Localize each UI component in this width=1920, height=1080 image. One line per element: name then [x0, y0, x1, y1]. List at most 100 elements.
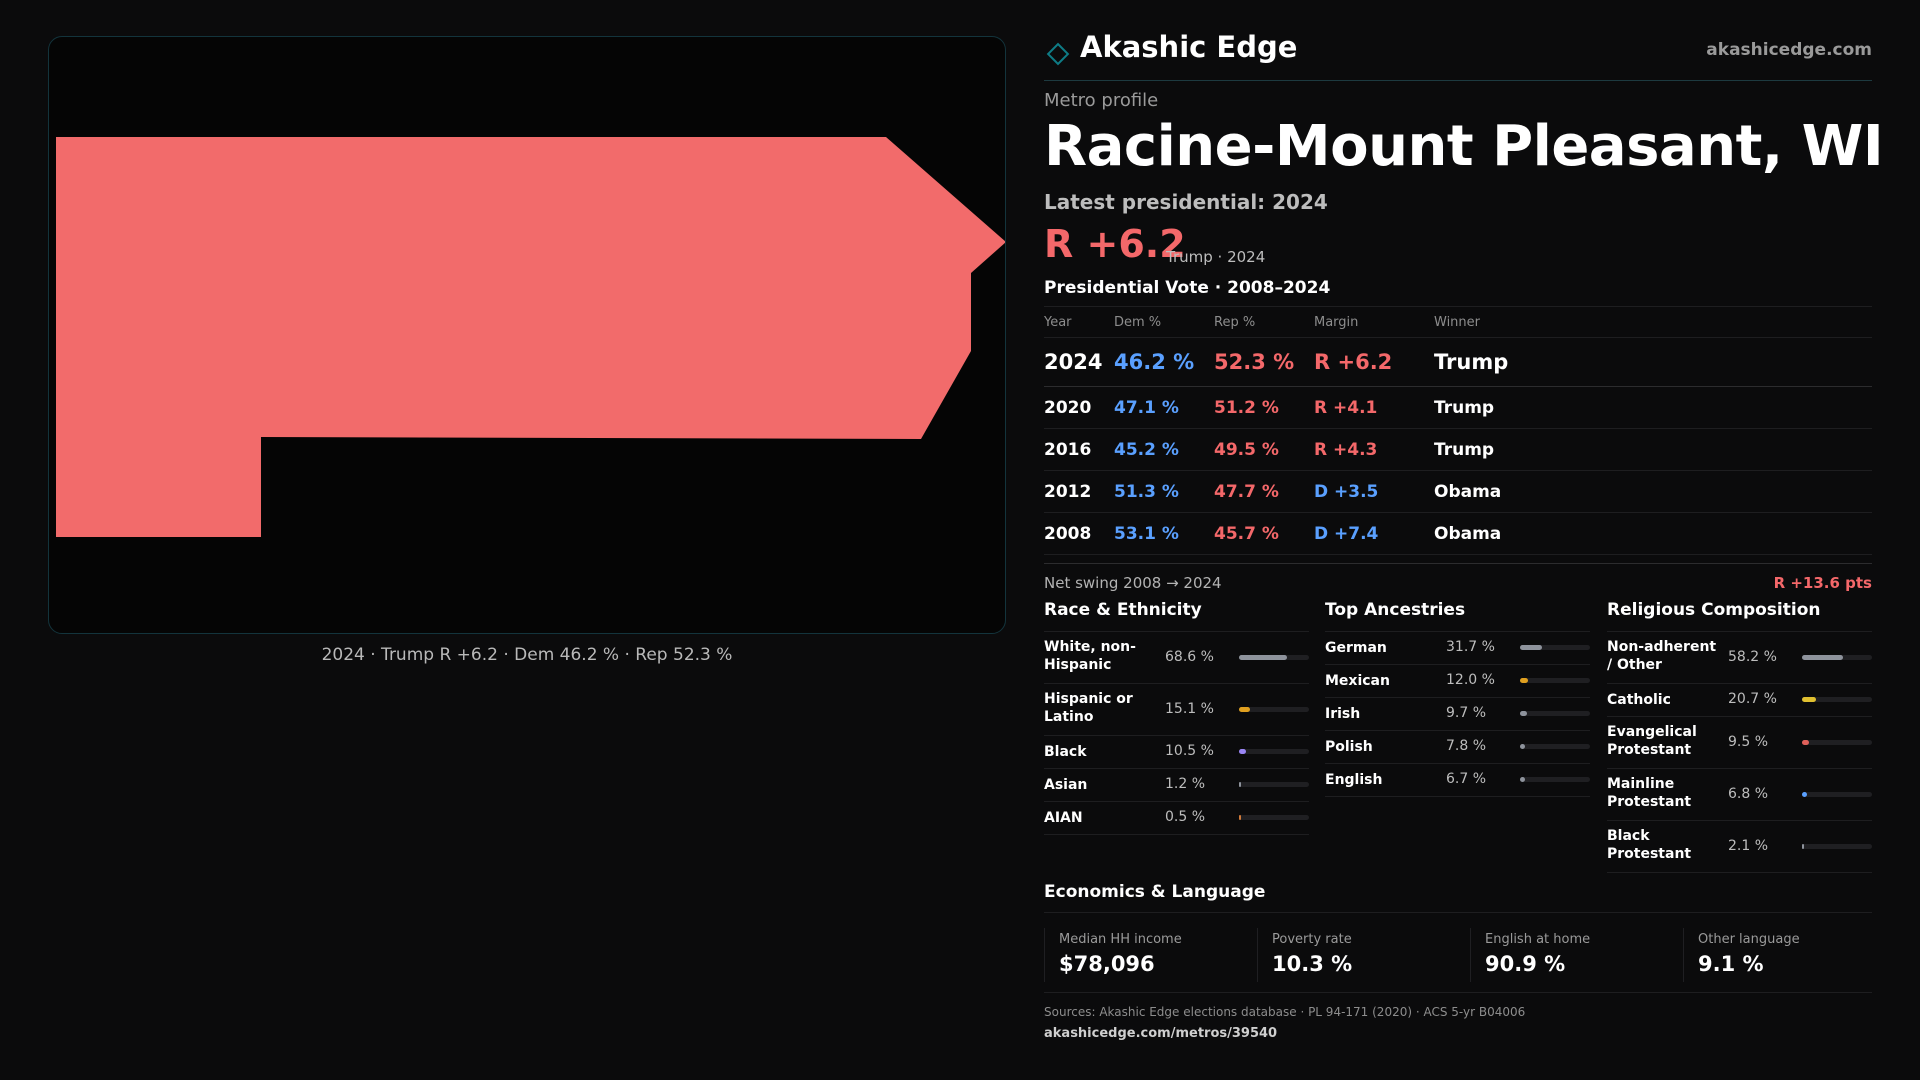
race-ethnicity-title: Race & Ethnicity: [1044, 600, 1309, 632]
stat-bar-row: Hispanic or Latino 15.1 %: [1044, 684, 1309, 736]
net-swing-value: R +13.6 pts: [1773, 574, 1872, 592]
cell-winner: Trump: [1434, 350, 1509, 374]
cell-rep: 45.7 %: [1214, 524, 1279, 544]
table-row: 2008 53.1 % 45.7 % D +7.4 Obama: [1044, 513, 1872, 555]
stat-card-median-income: Median HH income $78,096: [1044, 928, 1245, 982]
stat-bar-row: Catholic 20.7 %: [1607, 684, 1872, 717]
stat-bar-value: 58.2 %: [1728, 648, 1777, 665]
cell-year: 2024: [1044, 350, 1103, 374]
divider: [1044, 992, 1872, 993]
page-title: Racine-Mount Pleasant, WI: [1044, 114, 1884, 179]
stat-bar-label: White, non-Hispanic: [1044, 639, 1136, 673]
header: Akashic Edge akashicedge.com: [1044, 28, 1872, 81]
stat-bar-row: Mainline Protestant 6.8 %: [1607, 769, 1872, 821]
col-header-dem: Dem %: [1114, 315, 1162, 330]
brand-name: Akashic Edge: [1080, 30, 1298, 64]
table-row: 2012 51.3 % 47.7 % D +3.5 Obama: [1044, 471, 1872, 513]
cell-margin: R +6.2: [1314, 350, 1393, 374]
stat-label: Poverty rate: [1272, 932, 1352, 947]
footer-permalink[interactable]: akashicedge.com/metros/39540: [1044, 1026, 1278, 1041]
latest-presidential-label: Latest presidential: 2024: [1044, 190, 1328, 214]
stat-bar-fill: [1239, 749, 1247, 754]
stat-bar-label: Mainline Protestant: [1607, 776, 1692, 810]
religion-title: Religious Composition: [1607, 600, 1872, 632]
stat-bar-label: Asian: [1044, 777, 1088, 793]
stat-bar-value: 10.5 %: [1165, 743, 1214, 759]
stat-bar-value: 6.7 %: [1446, 771, 1487, 787]
net-swing: Net swing 2008 → 2024 R +13.6 pts: [1044, 563, 1872, 592]
cell-margin: D +7.4: [1314, 524, 1379, 544]
net-swing-label: Net swing 2008 → 2024: [1044, 574, 1222, 592]
stat-bar-label: AIAN: [1044, 810, 1083, 826]
cell-year: 2016: [1044, 440, 1092, 460]
stat-bar-track: [1520, 777, 1590, 782]
stat-bar-fill: [1802, 739, 1809, 745]
stat-bar-value: 0.5 %: [1165, 809, 1206, 825]
cell-dem: 53.1 %: [1114, 524, 1179, 544]
table-row: 2024 46.2 % 52.3 % R +6.2 Trump: [1044, 338, 1872, 387]
stat-bar-label: Polish: [1325, 739, 1373, 755]
stat-bar-row: White, non-Hispanic 68.6 %: [1044, 632, 1309, 684]
profile-eyebrow: Metro profile: [1044, 90, 1159, 111]
stat-value: 9.1 %: [1698, 952, 1764, 976]
col-header-year: Year: [1044, 315, 1072, 330]
stat-bar-row: Non-adherent / Other 58.2 %: [1607, 632, 1872, 684]
stat-bar-value: 9.5 %: [1728, 733, 1769, 750]
stat-value: 10.3 %: [1272, 952, 1353, 976]
stat-bar-fill: [1802, 697, 1817, 702]
stat-bar-track: [1520, 678, 1590, 683]
cell-winner: Trump: [1434, 440, 1495, 460]
stat-bar-row: German 31.7 %: [1325, 632, 1590, 665]
stat-bar-row: Asian 1.2 %: [1044, 769, 1309, 802]
stat-bar-label: Mexican: [1325, 673, 1390, 689]
metro-boundary-shape[interactable]: [56, 137, 1006, 537]
headline-margin: R +6.2: [1044, 222, 1186, 266]
stat-bar-fill: [1520, 744, 1526, 749]
stat-bar-label: Hispanic or Latino: [1044, 691, 1133, 725]
stat-bar-row: AIAN 0.5 %: [1044, 802, 1309, 835]
stat-bar-fill: [1239, 654, 1288, 660]
site-url-link[interactable]: akashicedge.com: [1706, 40, 1872, 60]
stat-bar-track: [1239, 815, 1309, 820]
col-header-rep: Rep %: [1214, 315, 1256, 330]
cell-rep: 52.3 %: [1214, 350, 1295, 374]
stat-bar-fill: [1802, 791, 1807, 797]
stat-bar-row: Black Protestant 2.1 %: [1607, 821, 1872, 873]
economics-title: Economics & Language: [1044, 882, 1872, 913]
cell-year: 2008: [1044, 524, 1092, 544]
stat-bar-track: [1520, 744, 1590, 749]
metro-map: [56, 137, 1006, 537]
stat-bar-row: English 6.7 %: [1325, 764, 1590, 797]
stat-label: English at home: [1485, 932, 1591, 947]
stat-bar-value: 20.7 %: [1728, 691, 1777, 707]
stat-bar-track: [1239, 654, 1309, 660]
sources-note: Sources: Akashic Edge elections database…: [1044, 1005, 1526, 1019]
stat-bar-label: English: [1325, 772, 1383, 788]
metro-map-panel[interactable]: [48, 36, 1006, 634]
stat-bar-track: [1520, 711, 1590, 716]
stat-bar-value: 1.2 %: [1165, 776, 1206, 792]
cell-rep: 51.2 %: [1214, 398, 1279, 418]
stat-bar-fill: [1802, 843, 1804, 849]
stat-bar-track: [1802, 697, 1872, 702]
stat-bar-fill: [1802, 654, 1843, 660]
cell-winner: Obama: [1434, 524, 1502, 544]
stat-bar-label: Black Protestant: [1607, 828, 1692, 862]
religion-block: Religious Composition Non-adherent / Oth…: [1607, 600, 1872, 873]
stat-bar-fill: [1520, 645, 1543, 650]
col-header-winner: Winner: [1434, 315, 1481, 330]
col-header-margin: Margin: [1314, 315, 1359, 330]
stat-bar-fill: [1239, 782, 1241, 787]
cell-year: 2012: [1044, 482, 1092, 502]
stat-value: $78,096: [1059, 952, 1155, 976]
diamond-logo-icon: [1046, 42, 1070, 66]
stat-bar-label: Black: [1044, 744, 1087, 760]
cell-year: 2020: [1044, 398, 1092, 418]
stat-bar-fill: [1239, 706, 1250, 712]
cell-margin: D +3.5: [1314, 482, 1379, 502]
stat-bar-row: Polish 7.8 %: [1325, 731, 1590, 764]
economics-cards: Median HH income $78,096 Poverty rate 10…: [1044, 928, 1872, 982]
stat-bar-track: [1802, 739, 1872, 745]
stat-bar-fill: [1520, 777, 1525, 782]
stat-bar-track: [1802, 791, 1872, 797]
